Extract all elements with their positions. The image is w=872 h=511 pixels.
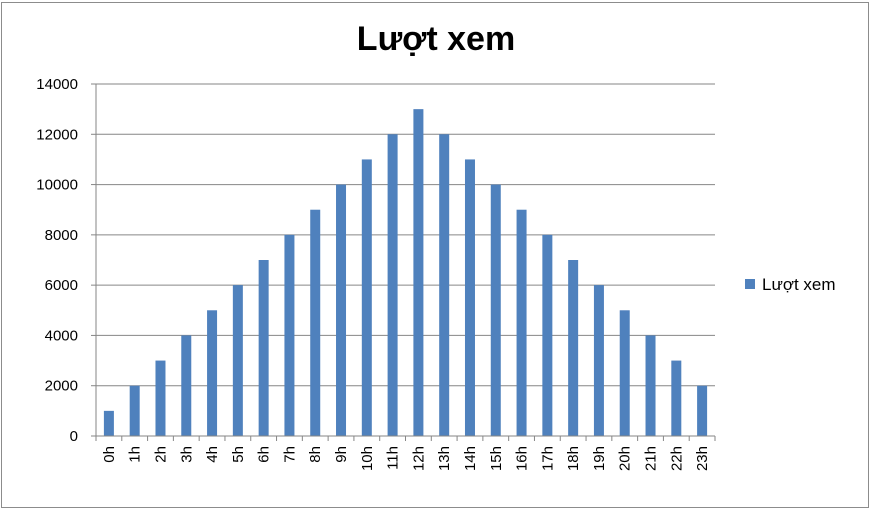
bar [284,234,295,436]
x-tick-label: 6h [256,446,273,463]
x-tick-label: 16h [514,446,531,471]
y-tick-label: 6000 [45,277,78,294]
y-tick-label: 8000 [45,227,78,244]
bar [103,410,114,436]
bar-series [103,109,708,437]
bar [336,184,347,436]
legend-label: Lượt xem [762,275,836,294]
x-tick-label: 22h [668,446,685,471]
x-tick-label: 2h [152,446,169,463]
x-tick-label: 23h [694,446,711,471]
x-tick-label: 21h [643,446,660,471]
bar [645,335,656,436]
bar [516,209,527,436]
x-tick-label: 1h [127,446,144,463]
bar [129,385,140,436]
x-tick-label: 5h [230,446,247,463]
bar [232,285,243,436]
x-tick-label: 4h [204,446,221,463]
y-tick-label: 2000 [45,378,78,395]
x-tick-label: 12h [410,446,427,471]
x-tick-label: 7h [281,446,298,463]
bar [155,360,166,436]
y-tick-label: 4000 [45,327,78,344]
bar [207,310,218,436]
bar [619,310,630,436]
x-tick-label: 17h [539,446,556,471]
x-tick-label: 19h [591,446,608,471]
bar [361,159,372,436]
gridlines [96,83,715,387]
bar [439,134,450,437]
x-tick-label: 10h [359,446,376,471]
bar [568,260,579,436]
bar [593,285,604,436]
bar [464,159,475,436]
legend: Lượt xem [745,275,836,294]
x-tick-label: 8h [307,446,324,463]
x-tick-label: 11h [385,446,402,470]
bar [181,335,192,436]
x-tick-label: 9h [333,446,350,463]
bar [413,109,424,437]
y-tick-label: 0 [70,428,78,445]
legend-swatch [745,279,755,289]
x-tick-label: 0h [101,446,118,463]
bar [542,234,553,436]
bar [310,209,321,436]
bar [387,134,398,437]
x-tick-label: 13h [436,446,453,471]
y-tick-label: 12000 [36,126,78,143]
bar [490,184,501,436]
bar [258,260,269,436]
x-tick-label: 3h [178,446,195,463]
y-tick-label: 10000 [36,177,78,194]
x-axis-ticks: 0h 1h 2h 3h 4h 5h 6h 7h 8h 9h 10h 11h 12h 13h 14h 15h 16… [95,436,716,471]
x-tick-label: 15h [488,446,505,471]
y-tick-label: 14000 [36,76,78,93]
x-tick-label: 18h [565,446,582,471]
y-axis-ticks: 0 2000 4000 6000 8000 10000 12000 14000 [36,76,96,445]
bar [671,360,682,436]
chart-title: Lượt xem [357,20,515,58]
bar [697,385,708,436]
x-tick-label: 20h [617,446,634,471]
x-tick-label: 14h [462,446,479,471]
